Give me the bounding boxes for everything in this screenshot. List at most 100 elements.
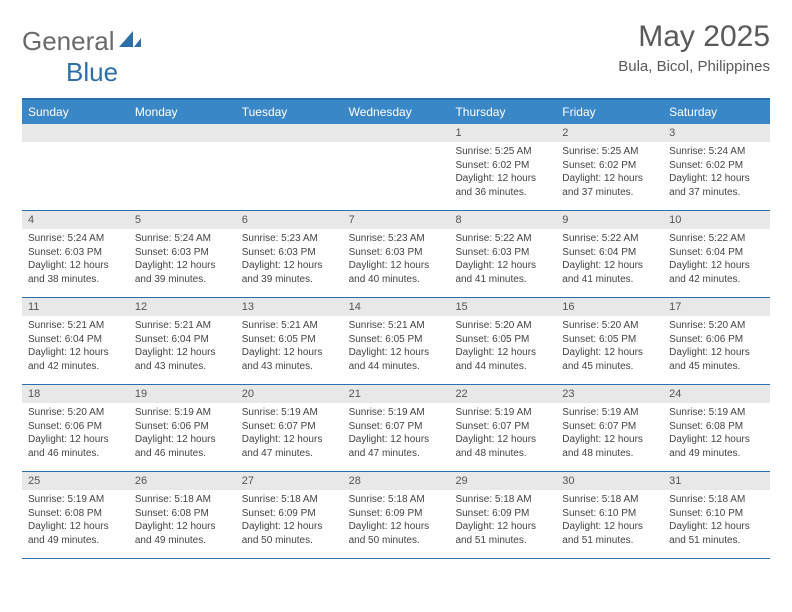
sunset-text: Sunset: 6:09 PM — [349, 507, 444, 521]
sunset-text: Sunset: 6:02 PM — [562, 159, 657, 173]
day-number: 5 — [129, 211, 236, 229]
logo-text-2: Blue — [66, 57, 118, 88]
day-cell: 17Sunrise: 5:20 AMSunset: 6:06 PMDayligh… — [663, 298, 770, 384]
sunset-text: Sunset: 6:07 PM — [242, 420, 337, 434]
day-cell: 22Sunrise: 5:19 AMSunset: 6:07 PMDayligh… — [449, 385, 556, 471]
day-number: 6 — [236, 211, 343, 229]
day-body: Sunrise: 5:25 AMSunset: 6:02 PMDaylight:… — [449, 142, 556, 205]
sunrise-text: Sunrise: 5:20 AM — [562, 319, 657, 333]
day-cell — [22, 124, 129, 210]
day-body: Sunrise: 5:23 AMSunset: 6:03 PMDaylight:… — [343, 229, 450, 292]
sunrise-text: Sunrise: 5:19 AM — [562, 406, 657, 420]
logo-sail-icon — [119, 29, 141, 54]
sunset-text: Sunset: 6:09 PM — [455, 507, 550, 521]
day-number: 28 — [343, 472, 450, 490]
day-number: 7 — [343, 211, 450, 229]
sunrise-text: Sunrise: 5:20 AM — [455, 319, 550, 333]
day-cell: 24Sunrise: 5:19 AMSunset: 6:08 PMDayligh… — [663, 385, 770, 471]
sunrise-text: Sunrise: 5:18 AM — [242, 493, 337, 507]
day-body: Sunrise: 5:22 AMSunset: 6:04 PMDaylight:… — [556, 229, 663, 292]
sunset-text: Sunset: 6:05 PM — [242, 333, 337, 347]
sunset-text: Sunset: 6:04 PM — [562, 246, 657, 260]
sunset-text: Sunset: 6:07 PM — [562, 420, 657, 434]
weeks-container: 1Sunrise: 5:25 AMSunset: 6:02 PMDaylight… — [22, 124, 770, 559]
day-cell: 18Sunrise: 5:20 AMSunset: 6:06 PMDayligh… — [22, 385, 129, 471]
sunset-text: Sunset: 6:08 PM — [669, 420, 764, 434]
sunset-text: Sunset: 6:08 PM — [135, 507, 230, 521]
day-body: Sunrise: 5:19 AMSunset: 6:07 PMDaylight:… — [449, 403, 556, 466]
day-body: Sunrise: 5:19 AMSunset: 6:07 PMDaylight:… — [556, 403, 663, 466]
day-body: Sunrise: 5:21 AMSunset: 6:05 PMDaylight:… — [236, 316, 343, 379]
calendar-page: General May 2025 Bula, Bicol, Philippine… — [0, 0, 792, 579]
day-number: 8 — [449, 211, 556, 229]
day-number: 30 — [556, 472, 663, 490]
day-cell: 23Sunrise: 5:19 AMSunset: 6:07 PMDayligh… — [556, 385, 663, 471]
day-body: Sunrise: 5:22 AMSunset: 6:04 PMDaylight:… — [663, 229, 770, 292]
weekday-sun: Sunday — [22, 100, 129, 124]
sunrise-text: Sunrise: 5:19 AM — [28, 493, 123, 507]
day-body — [343, 142, 450, 151]
weekday-wed: Wednesday — [343, 100, 450, 124]
sunset-text: Sunset: 6:08 PM — [28, 507, 123, 521]
day-number: 9 — [556, 211, 663, 229]
sunset-text: Sunset: 6:05 PM — [562, 333, 657, 347]
day-cell: 3Sunrise: 5:24 AMSunset: 6:02 PMDaylight… — [663, 124, 770, 210]
day-cell: 21Sunrise: 5:19 AMSunset: 6:07 PMDayligh… — [343, 385, 450, 471]
daylight-text: Daylight: 12 hours and 36 minutes. — [455, 172, 550, 199]
logo-text-1: General — [22, 26, 115, 57]
daylight-text: Daylight: 12 hours and 46 minutes. — [135, 433, 230, 460]
day-number: 31 — [663, 472, 770, 490]
sunrise-text: Sunrise: 5:19 AM — [242, 406, 337, 420]
day-body: Sunrise: 5:24 AMSunset: 6:03 PMDaylight:… — [22, 229, 129, 292]
sunset-text: Sunset: 6:05 PM — [349, 333, 444, 347]
day-body: Sunrise: 5:18 AMSunset: 6:08 PMDaylight:… — [129, 490, 236, 553]
sunrise-text: Sunrise: 5:22 AM — [669, 232, 764, 246]
day-number: 25 — [22, 472, 129, 490]
weekday-sat: Saturday — [663, 100, 770, 124]
sunset-text: Sunset: 6:07 PM — [349, 420, 444, 434]
day-body: Sunrise: 5:19 AMSunset: 6:08 PMDaylight:… — [663, 403, 770, 466]
daylight-text: Daylight: 12 hours and 46 minutes. — [28, 433, 123, 460]
title-block: May 2025 Bula, Bicol, Philippines — [618, 20, 770, 75]
day-body: Sunrise: 5:18 AMSunset: 6:10 PMDaylight:… — [663, 490, 770, 553]
day-number: 21 — [343, 385, 450, 403]
daylight-text: Daylight: 12 hours and 47 minutes. — [349, 433, 444, 460]
day-number: 20 — [236, 385, 343, 403]
day-cell: 14Sunrise: 5:21 AMSunset: 6:05 PMDayligh… — [343, 298, 450, 384]
day-number: 3 — [663, 124, 770, 142]
daylight-text: Daylight: 12 hours and 45 minutes. — [562, 346, 657, 373]
day-number: 27 — [236, 472, 343, 490]
week-row: 4Sunrise: 5:24 AMSunset: 6:03 PMDaylight… — [22, 211, 770, 298]
sunrise-text: Sunrise: 5:19 AM — [669, 406, 764, 420]
sunset-text: Sunset: 6:02 PM — [669, 159, 764, 173]
sunrise-text: Sunrise: 5:19 AM — [455, 406, 550, 420]
weekday-tue: Tuesday — [236, 100, 343, 124]
sunrise-text: Sunrise: 5:23 AM — [349, 232, 444, 246]
sunset-text: Sunset: 6:03 PM — [135, 246, 230, 260]
sunrise-text: Sunrise: 5:25 AM — [455, 145, 550, 159]
week-row: 18Sunrise: 5:20 AMSunset: 6:06 PMDayligh… — [22, 385, 770, 472]
daylight-text: Daylight: 12 hours and 50 minutes. — [242, 520, 337, 547]
daylight-text: Daylight: 12 hours and 45 minutes. — [669, 346, 764, 373]
week-row: 11Sunrise: 5:21 AMSunset: 6:04 PMDayligh… — [22, 298, 770, 385]
daylight-text: Daylight: 12 hours and 51 minutes. — [562, 520, 657, 547]
day-number: 10 — [663, 211, 770, 229]
sunset-text: Sunset: 6:10 PM — [562, 507, 657, 521]
day-cell: 13Sunrise: 5:21 AMSunset: 6:05 PMDayligh… — [236, 298, 343, 384]
sunrise-text: Sunrise: 5:24 AM — [669, 145, 764, 159]
day-cell: 8Sunrise: 5:22 AMSunset: 6:03 PMDaylight… — [449, 211, 556, 297]
day-number: 1 — [449, 124, 556, 142]
sunset-text: Sunset: 6:09 PM — [242, 507, 337, 521]
sunrise-text: Sunrise: 5:20 AM — [28, 406, 123, 420]
day-number — [129, 124, 236, 142]
sunset-text: Sunset: 6:04 PM — [669, 246, 764, 260]
day-cell: 2Sunrise: 5:25 AMSunset: 6:02 PMDaylight… — [556, 124, 663, 210]
day-body: Sunrise: 5:20 AMSunset: 6:05 PMDaylight:… — [449, 316, 556, 379]
day-number: 19 — [129, 385, 236, 403]
sunrise-text: Sunrise: 5:18 AM — [669, 493, 764, 507]
day-body: Sunrise: 5:20 AMSunset: 6:06 PMDaylight:… — [22, 403, 129, 466]
day-cell — [236, 124, 343, 210]
day-body: Sunrise: 5:18 AMSunset: 6:10 PMDaylight:… — [556, 490, 663, 553]
day-number: 23 — [556, 385, 663, 403]
sunset-text: Sunset: 6:03 PM — [455, 246, 550, 260]
